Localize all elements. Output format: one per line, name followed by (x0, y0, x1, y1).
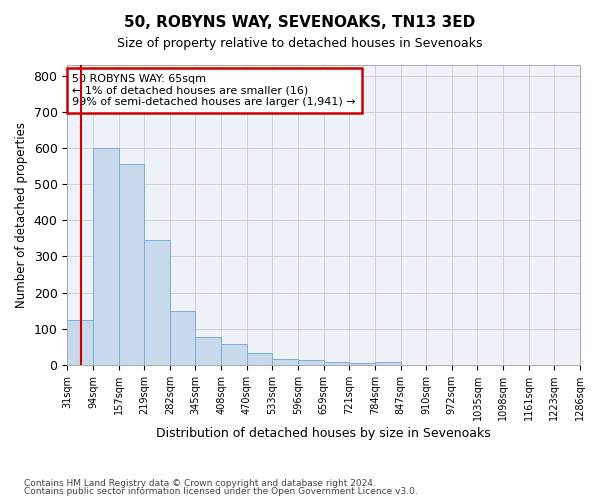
Bar (67, 320, 93, 365)
Bar (170, 310, 196, 365)
Bar (323, 362, 349, 365)
Bar (93, 148, 119, 365)
Bar (272, 359, 298, 365)
Bar (119, 164, 144, 365)
Text: Contains public sector information licensed under the Open Government Licence v3: Contains public sector information licen… (24, 487, 418, 496)
X-axis label: Distribution of detached houses by size in Sevenoaks: Distribution of detached houses by size … (156, 427, 491, 440)
Text: Contains HM Land Registry data © Crown copyright and database right 2024.: Contains HM Land Registry data © Crown c… (24, 478, 376, 488)
Text: Size of property relative to detached houses in Sevenoaks: Size of property relative to detached ho… (117, 38, 483, 51)
Text: 50, ROBYNS WAY, SEVENOAKS, TN13 3ED: 50, ROBYNS WAY, SEVENOAKS, TN13 3ED (124, 15, 476, 30)
Text: 50 ROBYNS WAY: 65sqm
← 1% of detached houses are smaller (16)
99% of semi-detach: 50 ROBYNS WAY: 65sqm ← 1% of detached ho… (73, 74, 356, 107)
Bar (247, 353, 272, 365)
Bar (298, 360, 323, 365)
Bar (221, 344, 247, 365)
Bar (144, 240, 170, 365)
Y-axis label: Number of detached properties: Number of detached properties (15, 122, 28, 308)
Bar (349, 363, 375, 365)
Bar (196, 336, 221, 365)
Bar (375, 362, 401, 365)
